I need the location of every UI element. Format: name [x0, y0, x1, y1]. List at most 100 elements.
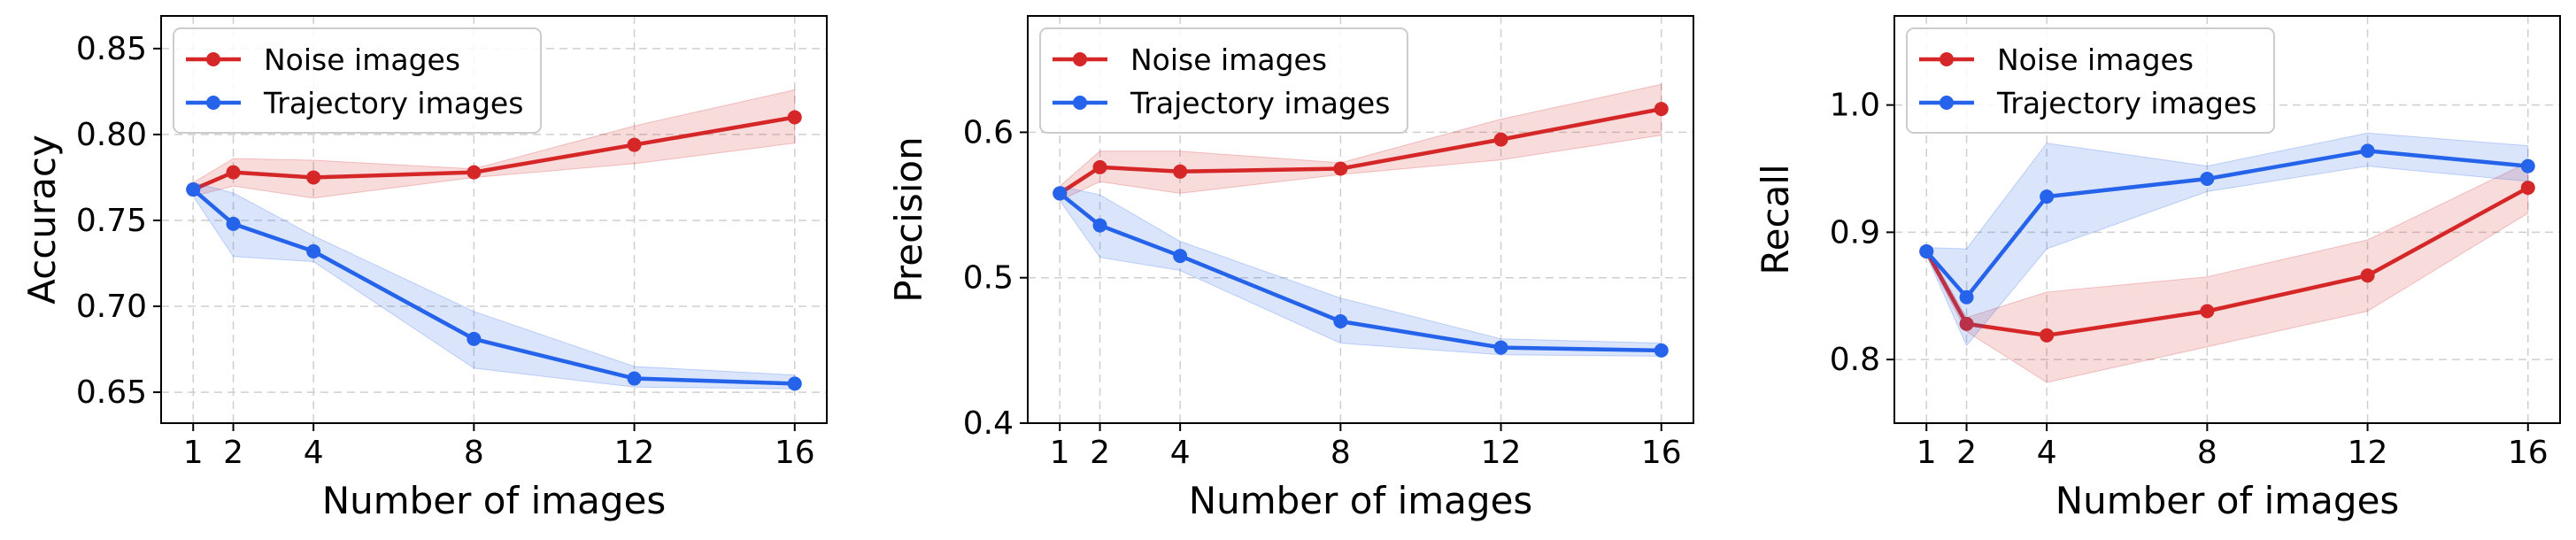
x-tick-label: 2: [223, 435, 243, 471]
y-tick-label: 0.9: [1830, 214, 1880, 251]
trajectory-series-line: [191, 188, 795, 386]
noise-series-line: [192, 115, 796, 192]
x-tick-label: 4: [2037, 435, 2057, 471]
plot-frame: [1027, 15, 1694, 424]
noise-series-line: [1059, 106, 1662, 196]
noise-data-point: [1959, 316, 1974, 331]
legend-box: [1906, 27, 2275, 134]
legend-marker-trajectory: [1073, 96, 1087, 110]
trajectory-data-point: [787, 376, 802, 391]
plot-frame: [1893, 15, 2561, 424]
legend-label-noise: Noise images: [264, 42, 460, 77]
legend-marker-noise: [1940, 52, 1954, 66]
legend-label-noise: Noise images: [1130, 42, 1327, 77]
x-axis-title: Number of images: [2055, 479, 2400, 522]
y-axis-title: Precision: [887, 136, 930, 302]
legend: Noise images Trajectory images: [1906, 27, 2275, 134]
y-tick-label: 0.85: [76, 31, 147, 67]
trajectory-data-point: [2040, 189, 2055, 204]
trajectory-data-point: [226, 216, 241, 231]
noise-confidence-band: [192, 89, 796, 199]
noise-data-point: [1173, 164, 1188, 179]
noise-data-point: [787, 110, 802, 125]
noise-data-point: [1493, 132, 1508, 147]
trajectory-data-point: [306, 243, 321, 258]
chart-panel-3: 1 2 4 8 12 16 0.8 0.9 1.0 Number of images Recall N…: [1754, 15, 2561, 522]
y-tick-label: 0.5: [963, 260, 1014, 297]
y-tick-label: 0.70: [76, 289, 147, 325]
y-tick-label: 0.65: [76, 374, 147, 411]
y-tick-label: 1.0: [1830, 88, 1880, 124]
trajectory-data-point: [1333, 314, 1348, 328]
noise-data-point: [2520, 181, 2535, 196]
trajectory-data-point: [2200, 172, 2215, 186]
trajectory-series-line: [1058, 191, 1662, 353]
noise-confidence-band: [1925, 161, 2529, 383]
x-tick-label: 2: [1090, 435, 1110, 471]
trajectory-data-point: [1053, 186, 1068, 201]
trajectory-data-point: [1654, 343, 1669, 358]
y-tick-label: 0.8: [1830, 342, 1880, 378]
x-tick-label: 1: [1917, 435, 1937, 471]
y-tick-label: 0.75: [76, 203, 147, 239]
legend-marker-noise: [206, 52, 220, 66]
legend-marker-noise: [1073, 52, 1087, 66]
noise-data-point: [467, 165, 482, 180]
trajectory-data-point: [2360, 143, 2375, 158]
legend-marker-trajectory: [206, 96, 220, 110]
x-tick-label: 16: [775, 435, 815, 471]
x-tick-label: 16: [1641, 435, 1682, 471]
trajectory-confidence-band: [1925, 132, 2529, 347]
y-axis-title: Recall: [1754, 164, 1797, 274]
y-axis-title: Accuracy: [20, 135, 64, 305]
chart-panel-2: 1 2 4 8 12 16 0.4 0.5 0.6 Number of images Precisi…: [887, 15, 1694, 522]
trajectory-data-point: [2520, 158, 2535, 174]
noise-data-point: [1333, 161, 1348, 176]
noise-data-point: [2200, 304, 2215, 319]
legend-label-trajectory: Trajectory images: [1996, 86, 2256, 120]
noise-data-point: [2040, 328, 2055, 343]
legend-label-noise: Noise images: [1997, 42, 2194, 77]
noise-data-point: [1092, 159, 1107, 174]
trajectory-data-point: [1173, 249, 1188, 264]
trajectory-data-point: [1493, 340, 1508, 355]
legend: Noise images Trajectory images: [1039, 27, 1408, 134]
trajectory-confidence-band: [192, 181, 796, 390]
noise-data-point: [306, 170, 321, 185]
legend-marker-trajectory: [1940, 96, 1954, 110]
x-tick-label: 12: [1481, 435, 1522, 471]
trajectory-data-point: [186, 182, 201, 197]
x-tick-label: 1: [183, 435, 204, 471]
x-tick-label: 8: [2197, 435, 2217, 471]
x-tick-label: 4: [1170, 435, 1191, 471]
noise-data-point: [627, 137, 642, 152]
x-tick-label: 12: [2348, 435, 2388, 471]
legend-box: [1039, 27, 1408, 134]
noise-data-point: [1654, 102, 1669, 117]
trajectory-series-line: [1924, 149, 2528, 299]
x-tick-label: 2: [1956, 435, 1977, 471]
x-tick-label: 16: [2508, 435, 2549, 471]
y-tick-label: 0.80: [76, 117, 147, 153]
y-tick-label: 0.6: [963, 114, 1014, 150]
trajectory-data-point: [467, 331, 482, 346]
x-tick-label: 8: [1330, 435, 1351, 471]
legend-label-trajectory: Trajectory images: [1130, 86, 1390, 120]
x-tick-label: 4: [304, 435, 324, 471]
y-tick-label: 0.4: [963, 405, 1014, 442]
x-axis-title: Number of images: [322, 479, 667, 522]
legend-label-trajectory: Trajectory images: [263, 86, 523, 120]
trajectory-data-point: [627, 371, 642, 386]
legend: Noise images Trajectory images: [173, 27, 542, 134]
trajectory-data-point: [1092, 218, 1107, 233]
noise-data-point: [2360, 268, 2375, 283]
x-tick-label: 8: [464, 435, 484, 471]
noise-data-point: [226, 165, 241, 180]
x-tick-label: 12: [614, 435, 655, 471]
x-tick-label: 1: [1050, 435, 1070, 471]
x-axis-title: Number of images: [1189, 479, 1533, 522]
trajectory-confidence-band: [1059, 185, 1662, 357]
legend-box: [173, 27, 542, 134]
trajectory-data-point: [1919, 243, 1934, 258]
